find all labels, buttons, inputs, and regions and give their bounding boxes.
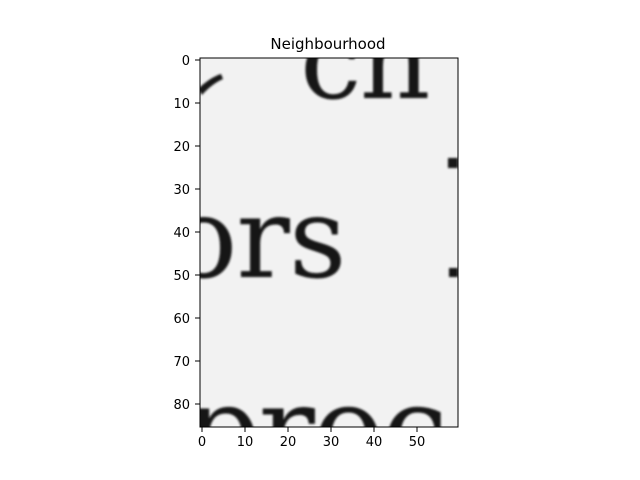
glyph-top-row: cn <box>300 0 428 124</box>
y-tick-label: 30 <box>173 183 190 198</box>
x-tick-label: 10 <box>237 435 254 450</box>
text-crop-image: cn ors proc <box>170 0 458 480</box>
y-tick-label: 80 <box>173 398 190 413</box>
y-axis: 0 10 20 30 40 50 60 70 80 <box>173 54 200 413</box>
y-tick-label: 40 <box>173 226 190 241</box>
x-tick-label: 30 <box>323 435 340 450</box>
y-tick-label: 70 <box>173 355 190 370</box>
axes-frame <box>199 57 459 428</box>
y-tick-label: 50 <box>173 269 190 284</box>
x-tick-label: 50 <box>409 435 426 450</box>
plot-title: Neighbourhood <box>270 35 385 53</box>
glyph-bottom-row: proc <box>185 360 446 480</box>
y-tick-label: 10 <box>173 97 190 112</box>
y-tick-label: 60 <box>173 312 190 327</box>
glyph-fragment-right-upper <box>448 158 458 168</box>
image-background <box>200 58 458 427</box>
x-tick-label: 0 <box>198 435 206 450</box>
glyph-fragment-top-left <box>200 74 223 95</box>
x-tick-label: 20 <box>280 435 297 450</box>
y-tick-label: 20 <box>173 140 190 155</box>
glyph-middle-row: ors <box>170 174 345 304</box>
glyph-fragment-right-lower <box>449 268 458 277</box>
y-tick-label: 0 <box>182 54 190 69</box>
x-axis: 0 10 20 30 40 50 <box>198 427 425 450</box>
x-tick-label: 40 <box>366 435 383 450</box>
